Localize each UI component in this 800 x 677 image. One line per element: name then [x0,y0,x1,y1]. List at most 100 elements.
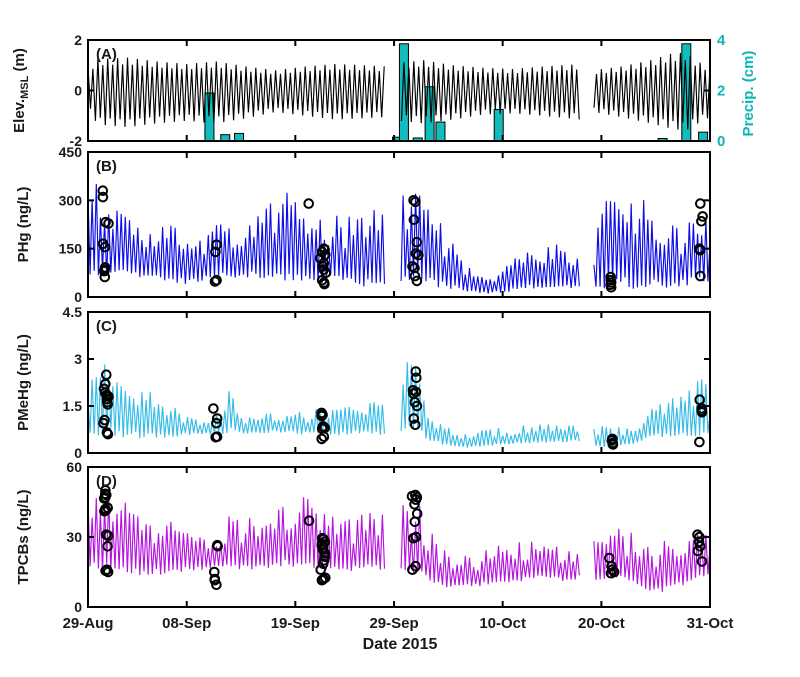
sample-marker [411,275,423,287]
sample-marker [410,419,421,431]
sample-marker [696,216,707,227]
x-tick-label: 10-Oct [479,615,526,632]
sample-marker [409,270,421,282]
panel-border [87,466,711,608]
sample-marker [697,211,708,222]
panel-PHg: 450 300 150 0 (B) PHg (ng/L) [15,144,711,305]
sample-marker [411,372,422,384]
sample-marker [316,410,328,422]
sample-marker [695,198,706,209]
sample-marker [319,548,331,559]
panel-border [87,311,711,454]
sample-marker [102,428,114,440]
sample-marker [209,574,221,586]
elevation-line [87,57,385,127]
sample-marker [99,271,111,283]
panel-elevation: 2 0 -2 4 2 0 Precip. (cm) (A) Elev.MSL (m) [11,32,757,150]
sample-marker [409,499,420,510]
y-axis-label-elevation: Elev.MSL (m) [11,48,31,133]
sample-marker [411,236,423,248]
sample-marker [209,276,221,287]
sample-marker [692,529,703,541]
y-tick-label: -2 [70,133,83,149]
sample-marker [408,532,419,544]
y-tick-label: 150 [59,241,83,257]
y-tick-label: 60 [66,459,82,475]
sample-marker [102,530,114,542]
sample-marker [410,366,422,377]
sample-marker [97,185,109,196]
x-tick-label: 19-Sep [271,615,320,632]
sample-marker [696,407,708,418]
sample-marker [98,417,109,429]
sample-marker [410,494,422,506]
PHg-line [87,183,386,287]
TPCBs-line [593,528,711,592]
panel-letter-TPCBs: (D) [96,473,117,490]
sample-marker [316,574,328,586]
precip-tick-label: 0 [717,133,725,150]
sample-marker [99,241,111,253]
sample-marker [607,439,619,450]
sample-marker [696,556,708,567]
sample-marker [407,564,418,576]
sample-marker [211,413,223,424]
TPCBs-line [87,496,386,576]
sample-marker [605,567,617,579]
sample-marker [99,506,110,517]
y-tick-label: 30 [66,529,82,545]
PHg-line [593,199,711,289]
TPCBs-sample-markers [98,485,708,591]
PMeHg-line [593,379,711,448]
sample-marker [98,493,110,504]
y-tick-label: 4.5 [63,304,83,320]
sample-marker [695,270,706,282]
sample-marker [694,436,705,448]
sample-marker [211,239,222,251]
y-tick-label: 1.5 [63,398,83,414]
sample-marker [605,282,617,293]
PMeHg-sample-markers [98,366,708,450]
sample-marker [315,564,327,576]
y-tick-label: 300 [59,192,83,208]
sample-marker [101,369,112,381]
panel-letter-PHg: (B) [96,158,117,175]
sample-marker [319,244,331,255]
panel-PMeHg: 4.5 3 1.5 0 (C) PMeHg (ng/L) [15,304,711,461]
sample-marker [212,541,223,552]
sample-marker [410,196,421,208]
sample-marker [407,261,418,272]
x-axis-label: Date 2015 [362,636,438,653]
y-axis-label-PMeHg: PMeHg (ng/L) [15,334,32,431]
sample-marker [692,545,704,557]
precip-tick-label: 4 [717,32,726,49]
PHg-sample-markers [97,185,708,293]
y-tick-label: 0 [74,599,82,615]
sample-marker [694,245,706,256]
sample-marker [210,432,221,443]
panel-border [87,151,711,298]
sample-marker [303,515,315,527]
sample-marker [408,214,420,225]
sample-marker [318,431,330,443]
sample-marker [99,265,110,277]
sample-marker [317,558,329,570]
sample-marker [102,566,114,578]
y-tick-label: 2 [74,32,82,48]
elevation-line [400,60,580,124]
y-axis-label-PHg: PHg (ng/L) [15,187,32,263]
x-tick-label: 31-Oct [687,615,734,632]
panel-letter-PMeHg: (C) [96,318,117,335]
y-tick-label: 0 [74,289,82,305]
sample-marker [97,191,109,203]
y-tick-label: 0 [74,445,82,461]
x-tick-labels: 29-Aug 08-Sep 19-Sep 29-Sep 10-Oct 20-Oct 31-O… [63,615,734,632]
sample-marker [319,278,330,290]
TPCBs-line [400,504,580,588]
sample-marker [316,433,328,445]
panel-letter-elevation: (A) [96,46,117,63]
y-tick-label: 450 [59,144,83,160]
sample-marker [413,249,424,261]
y-tick-label: 3 [74,351,82,367]
